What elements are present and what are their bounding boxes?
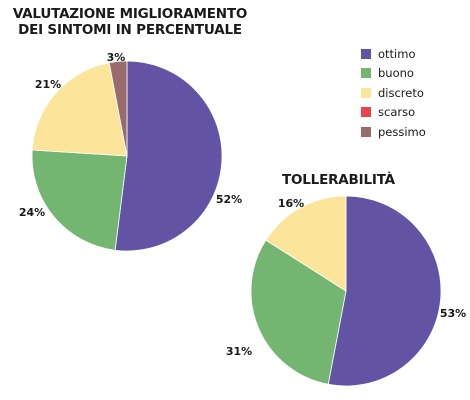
legend-item-buono: buono [361, 64, 426, 84]
legend-swatch-buono [361, 68, 371, 79]
legend-label-discreto: discreto [378, 85, 424, 100]
pie-slice-pessimo [108, 60, 128, 157]
chart-title-line-2: DEI SINTOMI IN PERCENTUALE [18, 22, 242, 38]
legend-item-discreto: discreto [361, 83, 426, 103]
slice-label-buono: 31% [226, 345, 252, 358]
legend-label-pessimo: pessimo [378, 124, 426, 139]
legend-item-pessimo: pessimo [361, 122, 426, 142]
slice-label-ottimo: 52% [216, 193, 242, 206]
legend-swatch-ottimo [361, 48, 371, 59]
legend-label-buono: buono [378, 66, 414, 81]
pie-slice-discreto [265, 195, 347, 292]
slice-label-pessimo: 3% [107, 51, 126, 64]
pie-slice-buono [31, 149, 128, 251]
legend-label-scarso: scarso [378, 105, 416, 120]
pie-chart-1: 52% 24% 21% 3% [19, 51, 242, 252]
slice-label-buono: 24% [19, 206, 45, 219]
chart-title-tolerability: TOLLERABILITÀ [282, 172, 395, 188]
slice-label-ottimo: 53% [440, 307, 466, 320]
chart-title-symptoms: VALUTAZIONE MIGLIORAMENTO DEI SINTOMI IN… [10, 6, 250, 38]
legend-swatch-discreto [361, 87, 371, 98]
pie-slice-ottimo [327, 195, 442, 387]
pie-slice-ottimo [114, 60, 223, 252]
legend: ottimo buono discreto scarso pessimo [361, 44, 426, 142]
pie-chart-2: 53% 31% 16% [226, 195, 466, 387]
pie-slice-discreto [31, 62, 128, 157]
legend-swatch-pessimo [361, 126, 371, 137]
slice-label-discreto: 16% [278, 197, 304, 210]
chart-title-line-1: VALUTAZIONE MIGLIORAMENTO [12, 6, 248, 22]
legend-swatch-scarso [361, 107, 371, 118]
slice-label-discreto: 21% [35, 78, 61, 91]
legend-label-ottimo: ottimo [378, 46, 416, 61]
legend-item-ottimo: ottimo [361, 44, 426, 64]
legend-item-scarso: scarso [361, 103, 426, 123]
